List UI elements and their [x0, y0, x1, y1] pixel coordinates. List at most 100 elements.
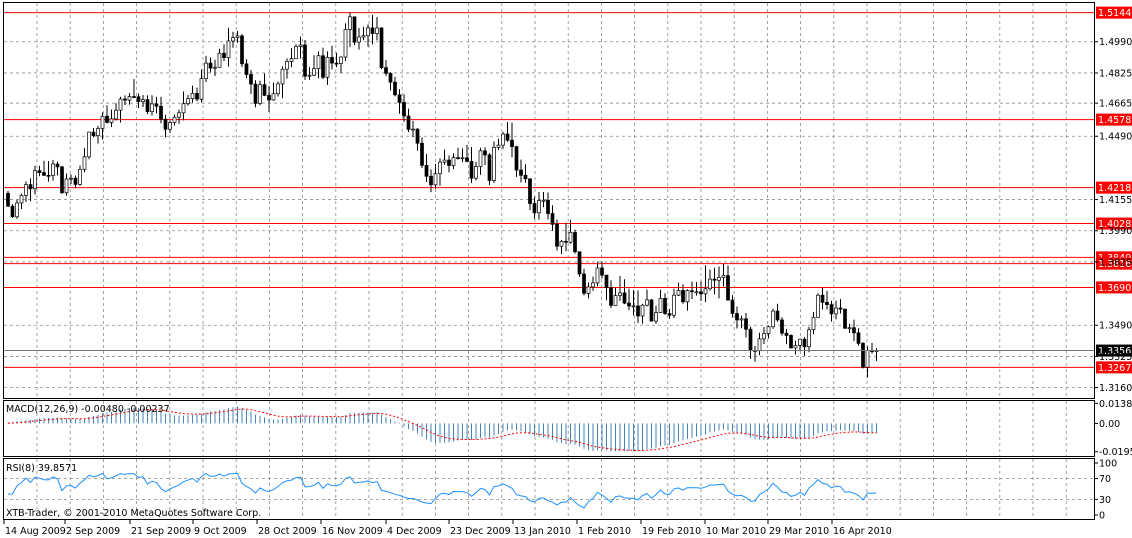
- candle-body: [856, 332, 861, 344]
- x-tick-label: 13 Jan 2010: [514, 526, 571, 537]
- candle-body: [577, 251, 582, 275]
- candle-body: [442, 159, 447, 163]
- candle-body: [559, 240, 564, 247]
- candle-body: [154, 103, 159, 107]
- candle-body: [64, 178, 69, 194]
- candle-body: [631, 305, 636, 308]
- y-tick-label: 1.4990: [1099, 37, 1132, 48]
- candle-body: [739, 318, 744, 321]
- candle-body: [748, 328, 753, 351]
- level-label-bg: [1096, 281, 1132, 294]
- level-label: 1.4028: [1098, 219, 1131, 230]
- candle-body: [253, 83, 258, 104]
- rsi-y-tick-label: 70: [1099, 474, 1111, 485]
- level-label-bg: [1096, 361, 1132, 374]
- level-label-bg: [1096, 113, 1132, 126]
- candle-body: [334, 62, 339, 65]
- level-label: 1.5144: [1098, 8, 1131, 19]
- candle-body: [546, 199, 550, 214]
- candle-body: [280, 68, 285, 85]
- candle-body: [168, 122, 172, 130]
- candle-body: [681, 290, 685, 303]
- candle-body: [352, 16, 357, 43]
- candle-body: [222, 52, 226, 58]
- candle-body: [564, 240, 568, 243]
- candle-body: [487, 154, 492, 181]
- candle-body: [339, 56, 343, 65]
- candle-body: [784, 332, 789, 336]
- candle-body: [438, 161, 442, 175]
- candle-body: [181, 103, 186, 114]
- candle-body: [456, 157, 460, 159]
- level-label: 1.3816: [1098, 259, 1131, 270]
- candle-body: [33, 170, 37, 190]
- candle-body: [37, 170, 42, 173]
- candle-body: [843, 308, 847, 329]
- candle-body: [91, 131, 96, 137]
- candle-body: [226, 40, 231, 58]
- candle-body: [276, 83, 280, 95]
- candle-body: [483, 150, 487, 156]
- candle-body: [699, 291, 703, 295]
- candle-body: [159, 105, 163, 120]
- candle-body: [618, 292, 622, 296]
- candle-body: [69, 177, 73, 180]
- candle-body: [667, 313, 672, 316]
- y-tick-label: 1.3825: [1099, 257, 1132, 268]
- candle-body: [766, 326, 771, 334]
- level-label-bg: [1096, 217, 1132, 230]
- level-label: 1.3267: [1098, 363, 1131, 374]
- candle-body: [591, 282, 595, 288]
- candle-body: [775, 310, 780, 321]
- candle-body: [109, 118, 114, 123]
- macd-indicator: 0.01389 0.00 -0.01954: [7, 399, 1132, 458]
- candle-body: [366, 27, 370, 37]
- candle-body: [393, 81, 397, 96]
- candle-body: [15, 202, 19, 218]
- current-price: 1.3356: [4, 344, 1132, 357]
- x-tick-label: 14 Aug 2009: [5, 526, 66, 537]
- candle-body: [802, 338, 807, 348]
- copyright-label: XTB-Trader, © 2001-2010 MetaQuotes Softw…: [6, 508, 261, 519]
- y-tick-label: 1.4155: [1099, 195, 1132, 206]
- candle-body: [163, 118, 168, 130]
- candle-body: [285, 61, 289, 70]
- candle-body: [100, 115, 105, 129]
- candle-body: [136, 96, 141, 103]
- candle-body: [474, 166, 478, 179]
- candle-body: [780, 319, 784, 334]
- candle-body: [838, 307, 843, 310]
- candle-body: [402, 102, 406, 117]
- candle-body: [388, 72, 393, 83]
- candle-body: [492, 147, 496, 181]
- x-tick-label: 1 Feb 2010: [578, 526, 631, 537]
- candle-body: [676, 290, 681, 296]
- candle-body: [235, 35, 240, 38]
- candle-body: [289, 58, 294, 62]
- macd-y-tick-label: -0.01954: [1099, 447, 1132, 458]
- macd-panel-border: [3, 400, 1095, 457]
- candle-body: [582, 273, 586, 294]
- candle-body: [330, 57, 334, 64]
- candle-body: [523, 175, 528, 180]
- candle-body: [429, 175, 433, 186]
- candle-body: [312, 68, 316, 76]
- candle-body: [829, 304, 834, 315]
- candle-body: [132, 96, 136, 98]
- candle-body: [663, 298, 667, 314]
- candle-body: [433, 173, 438, 186]
- candle-body: [649, 299, 654, 322]
- candle-body: [96, 128, 100, 137]
- grid: [4, 3, 1094, 519]
- level-label: 1.4578: [1098, 115, 1131, 126]
- candle-body: [496, 144, 501, 148]
- candle-body: [685, 290, 690, 303]
- macd-signal-line: [7, 408, 877, 452]
- candle-body: [267, 95, 271, 101]
- candle-body: [424, 164, 429, 177]
- candle-body: [541, 199, 546, 202]
- level-label: 1.4218: [1098, 183, 1131, 194]
- x-tick-label: 29 Mar 2010: [769, 526, 829, 537]
- y-tick-label: 1.4665: [1099, 99, 1132, 110]
- candle-body: [195, 92, 199, 100]
